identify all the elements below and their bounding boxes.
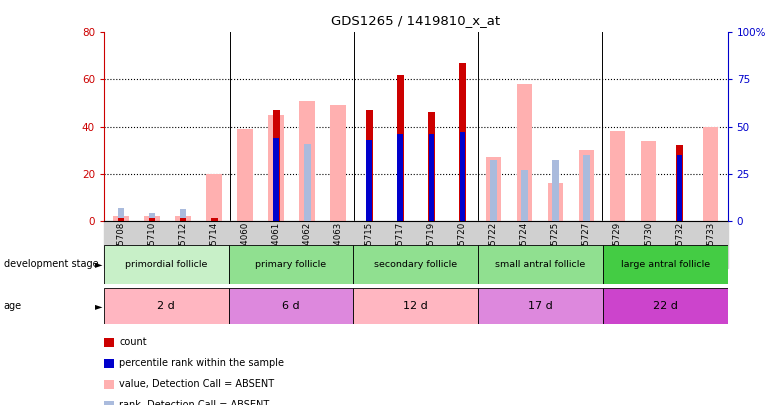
Bar [149,218,156,221]
Bar [144,216,160,221]
Bar [460,132,465,221]
Bar [179,209,186,221]
Text: development stage: development stage [4,259,99,269]
Bar [104,221,728,268]
Text: primary follicle: primary follicle [256,260,326,269]
Text: primordial follicle: primordial follicle [126,260,207,269]
Bar [149,213,156,221]
Bar [478,245,603,284]
Text: 17 d: 17 d [528,301,553,311]
Bar [237,129,253,221]
Bar [206,174,222,221]
Bar [703,126,718,221]
Text: 12 d: 12 d [403,301,428,311]
Text: ►: ► [95,301,102,311]
Bar [397,134,403,221]
Bar [229,288,353,324]
Text: GDS1265 / 1419810_x_at: GDS1265 / 1419810_x_at [331,14,501,27]
Bar [517,84,532,221]
Bar [429,134,434,221]
Bar [579,150,594,221]
Text: count: count [119,337,147,347]
Bar [610,131,625,221]
Bar [547,183,563,221]
Bar [366,110,373,221]
Bar [273,110,280,221]
Bar [113,216,129,221]
Text: 2 d: 2 d [157,301,176,311]
Bar [353,288,478,324]
Bar [304,143,310,221]
Text: age: age [4,301,22,311]
Bar [353,245,478,284]
Text: 6 d: 6 d [283,301,300,311]
Bar [486,157,501,221]
Bar [104,288,229,324]
Bar [490,160,497,221]
Bar [641,141,656,221]
Bar [176,216,191,221]
Bar [229,245,353,284]
Bar [397,75,403,221]
Bar [269,115,284,221]
Bar [552,160,559,221]
Bar [367,140,372,221]
Bar [459,63,466,221]
Text: percentile rank within the sample: percentile rank within the sample [119,358,284,368]
Bar [300,101,315,221]
Bar [273,138,279,221]
Text: small antral follicle: small antral follicle [495,260,586,269]
Bar [428,113,435,221]
Bar [676,145,683,221]
Text: ►: ► [95,259,102,269]
Bar [521,170,527,221]
Bar [104,245,229,284]
Bar [118,218,125,221]
Bar [330,105,346,221]
Bar [583,155,590,221]
Text: large antral follicle: large antral follicle [621,260,710,269]
Text: rank, Detection Call = ABSENT: rank, Detection Call = ABSENT [119,401,270,405]
Text: 22 d: 22 d [653,301,678,311]
Bar [211,218,217,221]
Bar [478,288,603,324]
Text: value, Detection Call = ABSENT: value, Detection Call = ABSENT [119,379,274,389]
Bar [603,288,728,324]
Bar [118,207,125,221]
Bar [677,155,682,221]
Text: secondary follicle: secondary follicle [374,260,457,269]
Bar [603,245,728,284]
Bar [179,218,186,221]
